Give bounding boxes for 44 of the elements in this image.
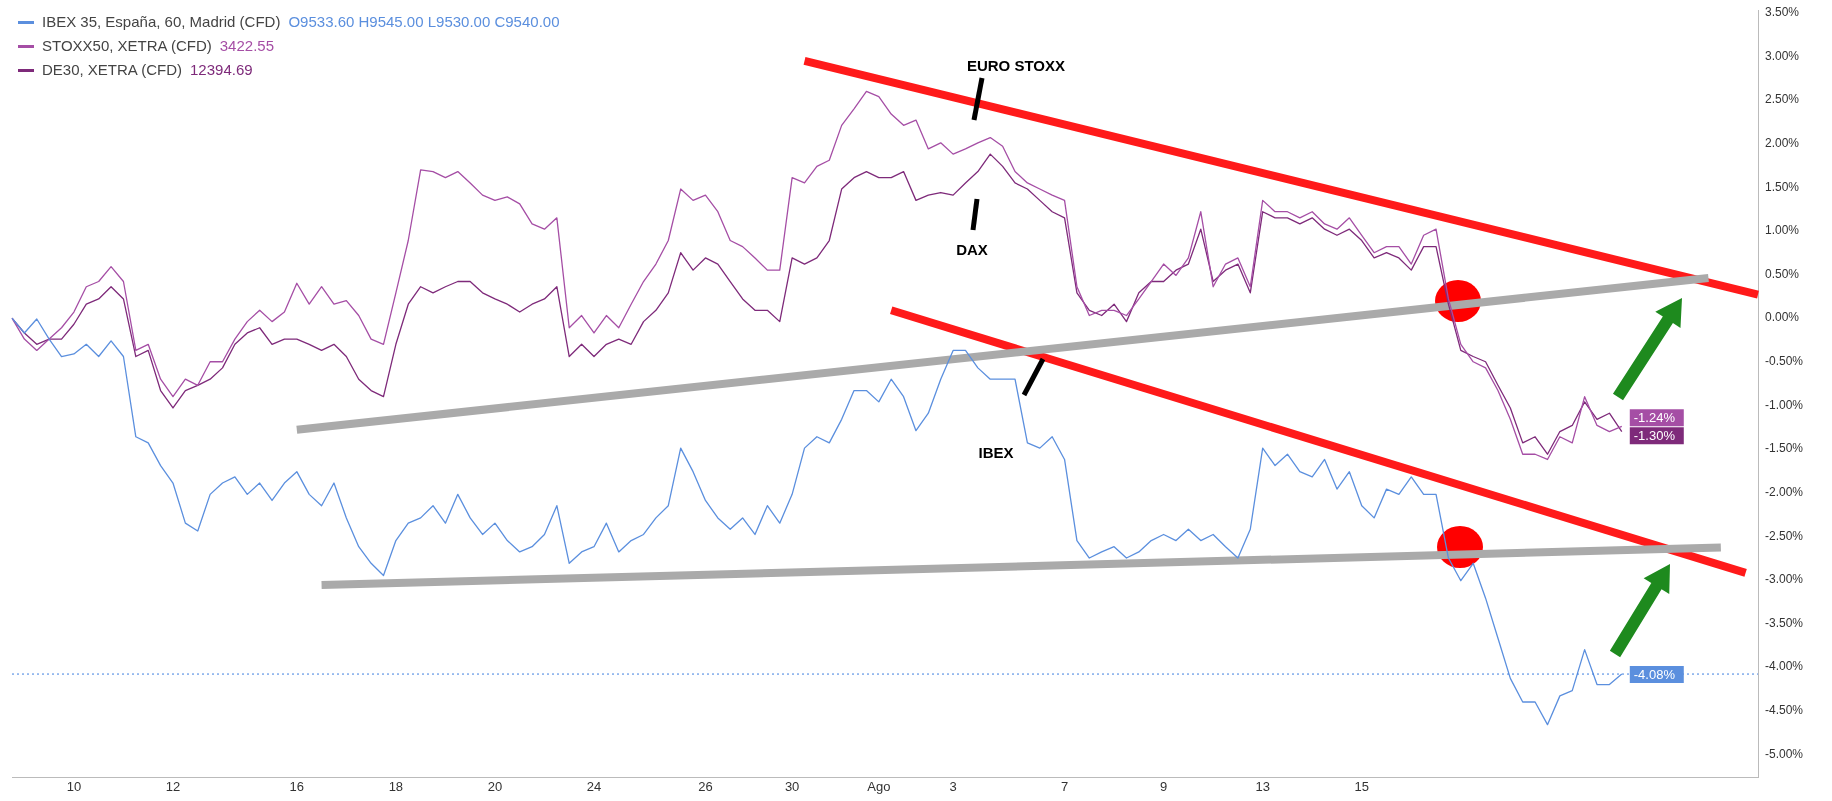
y-tick-label: 0.00% xyxy=(1765,310,1800,325)
y-tick-label: -4.50% xyxy=(1765,703,1804,718)
x-tick-label: 3 xyxy=(949,779,957,795)
data-label: -4.08% xyxy=(1633,666,1676,682)
y-tick-label: -4.00% xyxy=(1765,659,1804,674)
x-tick-label: 16 xyxy=(289,779,305,795)
x-tick-label: 24 xyxy=(586,779,602,795)
y-tick-label: 3.00% xyxy=(1765,48,1800,63)
x-tick-label: 15 xyxy=(1354,779,1369,795)
data-label: -1.24% xyxy=(1633,409,1676,425)
annotation: IBEX xyxy=(978,443,1014,461)
x-tick-label: Ago xyxy=(867,779,891,795)
legend-label: IBEX 35, España, 60, Madrid (CFD) xyxy=(42,12,281,32)
annotation: EURO STOXX xyxy=(966,56,1066,74)
x-tick-label: 9 xyxy=(1160,779,1168,795)
y-tick-label: -2.50% xyxy=(1765,528,1804,543)
y-tick-label: 0.50% xyxy=(1765,266,1800,281)
y-tick-label: -3.50% xyxy=(1765,615,1804,630)
y-tick-label: 1.50% xyxy=(1765,179,1800,194)
y-tick-label: -3.00% xyxy=(1765,572,1804,587)
y-tick-label: 2.00% xyxy=(1765,135,1800,150)
y-tick-label: -2.00% xyxy=(1765,484,1804,499)
x-tick-label: 18 xyxy=(388,779,404,795)
x-tick-label: 26 xyxy=(698,779,713,795)
x-tick-label: 12 xyxy=(165,779,181,795)
x-tick-label: 20 xyxy=(487,779,503,795)
y-tick-label: -1.50% xyxy=(1765,441,1804,456)
y-tick-label: 2.50% xyxy=(1765,92,1800,107)
data-label: -1.30% xyxy=(1633,427,1676,443)
annotation: DAX xyxy=(956,240,988,258)
y-tick-label: -5.00% xyxy=(1765,746,1804,761)
x-tick-label: 30 xyxy=(784,779,800,795)
annotation: 12394.69 xyxy=(190,60,253,80)
annotation: O9533.60 H9545.00 L9530.00 C9540.00 xyxy=(288,12,560,32)
y-tick-label: -0.50% xyxy=(1765,354,1804,369)
legend-label: DE30, XETRA (CFD) xyxy=(42,60,183,80)
annotation: 3422.55 xyxy=(219,36,274,56)
x-tick-label: 10 xyxy=(66,779,82,795)
legend-label: STOXX50, XETRA (CFD) xyxy=(42,36,212,56)
y-tick-label: -1.00% xyxy=(1765,397,1804,412)
y-tick-label: 3.50% xyxy=(1765,5,1800,20)
x-tick-label: 7 xyxy=(1060,779,1069,795)
y-tick-label: 1.00% xyxy=(1765,223,1800,238)
x-tick-label: 13 xyxy=(1255,779,1270,795)
